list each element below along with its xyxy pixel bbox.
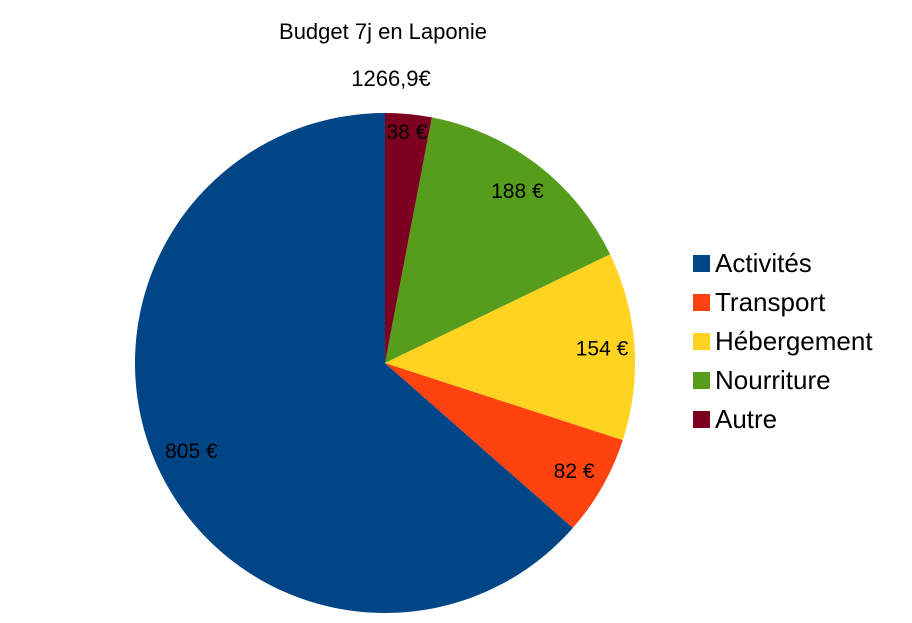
pie-slice-value-hebergement: 154 € [576, 338, 629, 361]
legend-item-transport: Transport [693, 283, 873, 322]
chart-title: Budget 7j en Laponie [279, 19, 487, 44]
legend-swatch-icon [693, 333, 710, 350]
legend-swatch-icon [693, 255, 710, 272]
total-label: 1266,9€ [351, 66, 431, 91]
pie-slice-autre [385, 113, 432, 363]
legend-swatch-icon [693, 294, 710, 311]
legend: Activités Transport Hébergement Nourriture A… [693, 244, 873, 439]
pie-slice-transport [385, 363, 623, 528]
legend-label: Hébergement [715, 326, 873, 356]
legend-label: Transport [715, 287, 826, 317]
legend-label: Nourriture [715, 365, 831, 395]
pie-slice-value-autre: 38 € [386, 121, 427, 144]
legend-label: Activités [715, 248, 812, 278]
legend-swatch-icon [693, 411, 710, 428]
legend-item-activites: Activités [693, 244, 873, 283]
pie-slice-activites [134, 113, 573, 613]
pie-slice-value-activites: 805 € [165, 440, 218, 463]
legend-label: Autre [715, 404, 778, 434]
pie-slice-value-transport: 82 € [554, 460, 595, 483]
pie-slice-hebergement [385, 254, 636, 441]
legend-item-autre: Autre [693, 400, 873, 439]
pie-slice-value-nourriture: 188 € [491, 180, 544, 203]
pie-slice-nourriture [385, 117, 611, 364]
legend-swatch-icon [693, 372, 710, 389]
legend-item-nourriture: Nourriture [693, 361, 873, 400]
pie-chart: 805 € 82 € 154 € 188 € 38 € [134, 113, 636, 613]
legend-item-hebergement: Hébergement [693, 322, 873, 361]
